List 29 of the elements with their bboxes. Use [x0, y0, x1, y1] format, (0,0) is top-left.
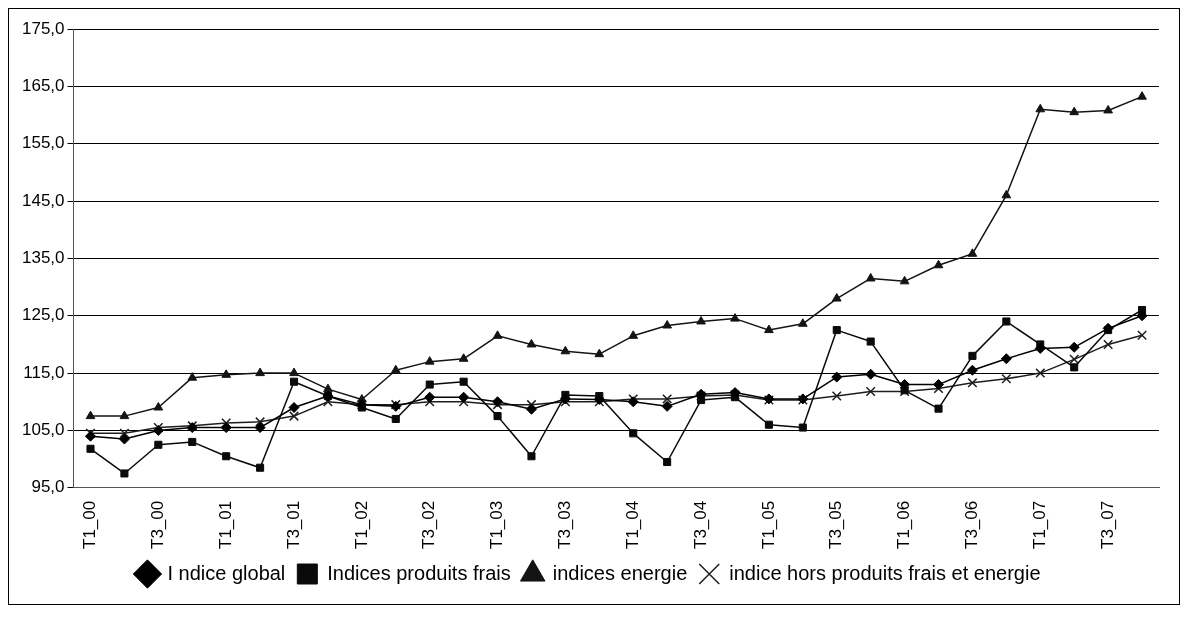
x-tick-label: T1_00 [80, 500, 100, 549]
x-tick-label: T1_03 [487, 500, 507, 549]
x-tick-label: T1_07 [1029, 500, 1049, 549]
y-tick-label: 115,0 [23, 362, 65, 382]
x-tick-label: T3_03 [555, 500, 575, 549]
y-tick-label: 165,0 [21, 76, 65, 96]
y-tick-label: 95,0 [31, 477, 65, 497]
x-tick-label: T1_04 [622, 500, 642, 549]
legend-label: indice hors produits frais et energie [729, 561, 1041, 584]
y-tick-label: 175,0 [21, 18, 65, 38]
x-tick-label: T3_06 [962, 500, 982, 549]
legend-label: Indices produits frais [327, 561, 511, 584]
x-tick-label: T3_07 [1097, 500, 1117, 549]
x-tick-label: T1_06 [894, 500, 914, 549]
x-tick-label: T3_00 [148, 500, 168, 549]
legend-label: I ndice global [167, 561, 286, 584]
legend-label: indices energie [552, 561, 688, 584]
y-tick-label: 135,0 [21, 248, 65, 268]
x-tick-label: T3_05 [826, 500, 846, 549]
x-tick-label: T3_04 [690, 500, 710, 549]
y-tick-label: 105,0 [21, 420, 65, 440]
x-tick-label: T1_02 [351, 500, 371, 549]
x-tick-label: T3_02 [419, 500, 439, 549]
x-tick-label: T3_01 [283, 500, 303, 549]
y-tick-label: 125,0 [21, 305, 65, 325]
x-tick-label: T1_05 [758, 500, 778, 549]
x-tick-label: T1_01 [215, 500, 235, 549]
y-tick-label: 145,0 [21, 190, 65, 210]
y-tick-label: 155,0 [21, 133, 65, 153]
